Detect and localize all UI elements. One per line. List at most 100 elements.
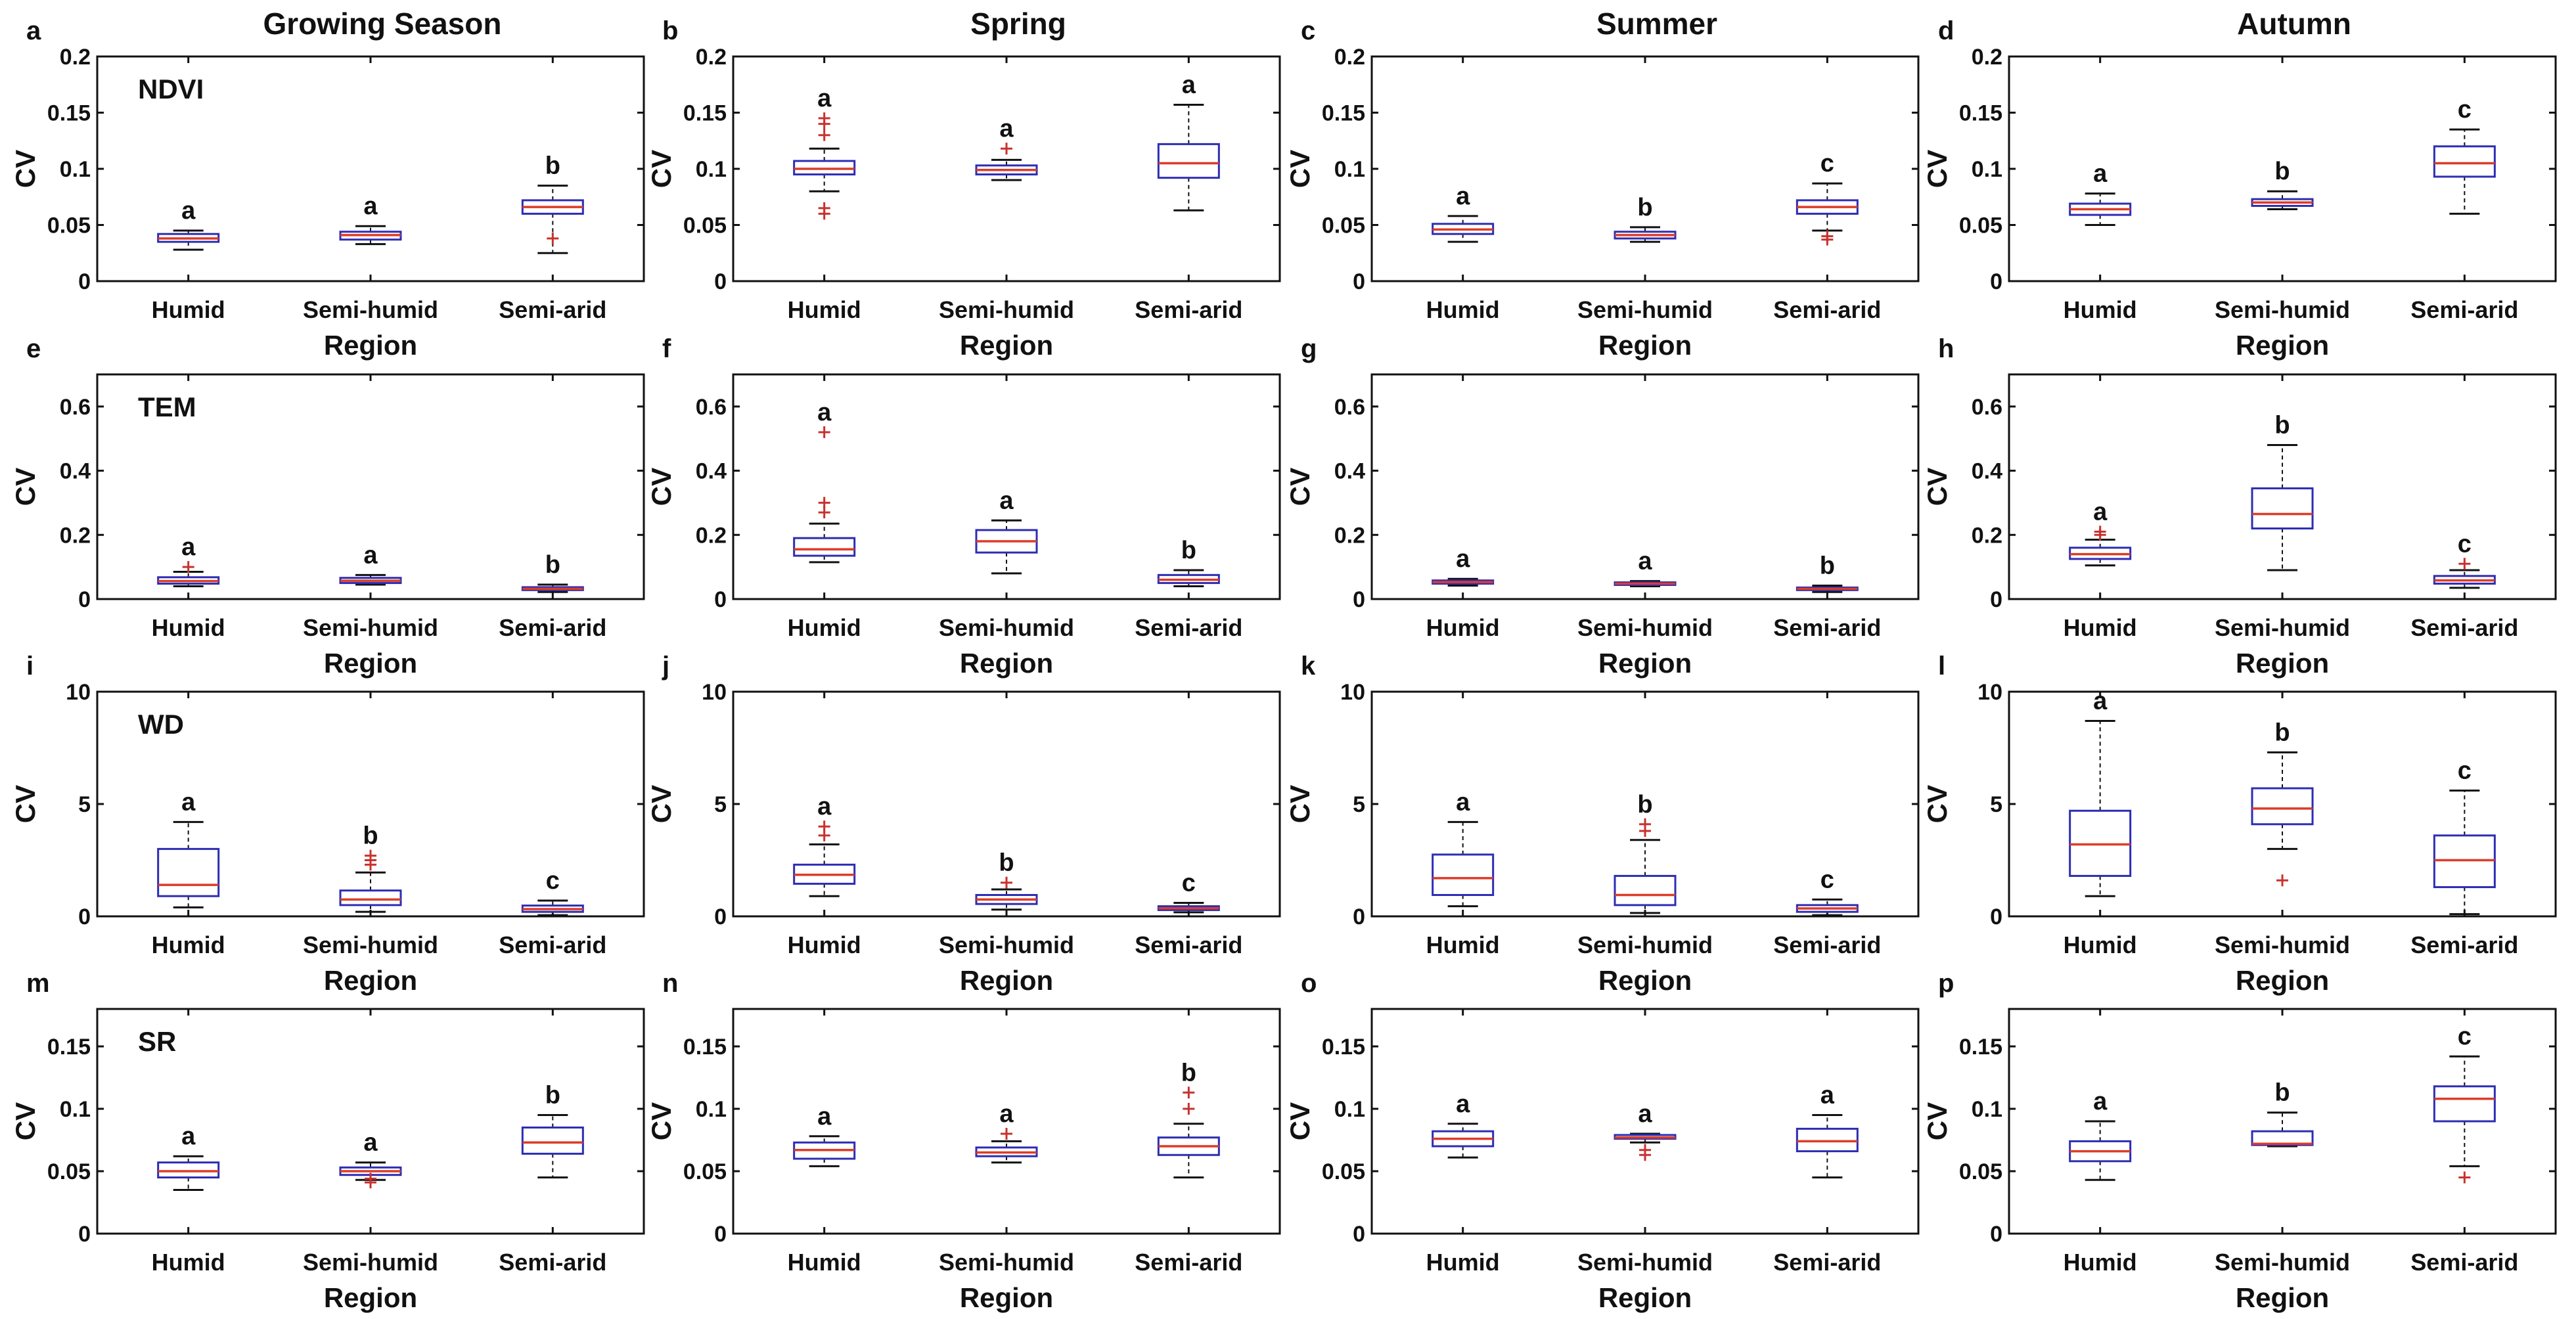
y-axis-label: CV (1284, 1102, 1315, 1140)
outlier-marker (818, 202, 830, 214)
x-tick-label: Humid (2064, 614, 2137, 641)
y-axis-label: CV (1284, 785, 1315, 823)
panel-c: c 0 0.05 0.1 0.15 0.2 CV Region Humid a Semi-humid… (1284, 16, 1920, 361)
significance-letter: c (2458, 530, 2472, 558)
x-tick-label: Humid (2064, 1249, 2137, 1276)
outlier-marker (1183, 1086, 1195, 1099)
significance-letter: c (2458, 757, 2472, 784)
y-tick-label: 0.15 (1322, 1035, 1365, 1060)
x-tick-label: Humid (788, 931, 861, 958)
x-axis-label: Region (1598, 1282, 1692, 1313)
y-tick-label: 0 (1990, 905, 2002, 929)
outlier-marker (818, 426, 830, 438)
outlier-marker (1639, 1144, 1651, 1156)
y-tick-label: 0.15 (47, 1035, 91, 1060)
y-tick-label: 0.1 (1972, 1097, 2002, 1122)
y-axis-label: CV (646, 1102, 677, 1140)
y-tick-label: 0 (78, 269, 91, 294)
x-tick-label: Semi-arid (1773, 931, 1881, 958)
x-tick-label: Semi-humid (303, 931, 438, 958)
y-tick-label: 0.05 (683, 213, 727, 238)
box-body (1796, 1127, 1859, 1153)
box-body (2251, 787, 2314, 826)
panel-letter: f (662, 334, 671, 363)
y-tick-label: 0.15 (683, 101, 727, 126)
y-tick-label: 10 (1340, 680, 1365, 705)
y-tick-label: 0.1 (696, 1097, 727, 1122)
x-axis-label: Region (2236, 330, 2329, 361)
y-axis-label: CV (1922, 1102, 1953, 1140)
panel-letter: k (1301, 652, 1316, 681)
y-tick-label: 5 (1353, 792, 1365, 817)
x-axis-label: Region (324, 965, 417, 996)
panel-p: p 0 0.05 0.1 0.15 CV Region Humid a Semi-humid b Se… (1922, 969, 2557, 1313)
x-axis-label: Region (960, 330, 1053, 361)
y-tick-label: 0.6 (1334, 395, 1365, 420)
y-axis-label: CV (1284, 150, 1315, 188)
row-label-sr: SR (138, 1026, 176, 1057)
significance-letter: b (2274, 411, 2290, 439)
significance-letter: b (545, 1082, 560, 1109)
panel-letter: i (26, 652, 34, 681)
panel-letter: d (1938, 16, 1954, 45)
panel-letter: l (1938, 652, 1945, 681)
panel-letter: j (662, 652, 669, 681)
y-axis-label: CV (1922, 785, 1953, 823)
y-tick-label: 0 (78, 1222, 91, 1247)
x-axis-label: Region (960, 965, 1053, 996)
column-title-autumn: Autumn (2237, 7, 2351, 41)
x-axis-label: Region (1598, 965, 1692, 996)
outlier-marker (2458, 1171, 2471, 1184)
significance-letter: b (1637, 791, 1652, 818)
significance-letter: b (1181, 537, 1196, 564)
x-tick-label: Semi-humid (2215, 1249, 2350, 1276)
y-tick-label: 0.6 (60, 395, 91, 420)
y-tick-label: 5 (78, 792, 91, 817)
y-tick-label: 0.05 (47, 213, 91, 238)
significance-letter: a (2093, 687, 2108, 715)
row-label-tem: TEM (138, 391, 196, 422)
outlier-marker (2458, 558, 2471, 570)
y-tick-label: 0.6 (696, 395, 727, 420)
x-tick-label: Semi-arid (2410, 296, 2518, 323)
outlier-marker (1001, 1128, 1012, 1140)
y-tick-label: 0.05 (1959, 213, 2002, 238)
panel-l: l 0 5 10 CV Region Humid a Semi-humid b Semi-arid c (1922, 652, 2557, 996)
panel-i: i 0 5 10 CV Region Humid a Semi-humid b Semi-arid c (10, 652, 645, 996)
significance-letter: b (2274, 158, 2290, 185)
x-axis-label: Region (324, 330, 417, 361)
significance-letter: b (363, 822, 378, 850)
y-tick-label: 0 (1990, 269, 2002, 294)
box-body (157, 847, 220, 897)
box-body (157, 1161, 220, 1178)
outlier-marker (2094, 525, 2106, 538)
y-tick-label: 0.15 (1959, 1035, 2002, 1060)
y-tick-label: 0.05 (1322, 1159, 1365, 1184)
outlier-marker (365, 849, 376, 862)
x-tick-label: Semi-humid (939, 1249, 1074, 1276)
y-tick-label: 5 (714, 792, 727, 817)
y-axis-label: CV (10, 1102, 41, 1140)
significance-letter: a (363, 192, 378, 220)
significance-letter: a (181, 533, 196, 561)
y-tick-label: 0 (1353, 269, 1365, 294)
significance-letter: a (1456, 545, 1470, 573)
panel-letter: a (26, 16, 41, 45)
x-tick-label: Humid (788, 614, 861, 641)
outlier-marker (1183, 1103, 1195, 1115)
significance-letter: a (181, 197, 196, 225)
panel-f: f 0 0.2 0.4 0.6 CV Region Humid a Semi-humid a Semi… (646, 334, 1281, 679)
significance-letter: a (2093, 1088, 2108, 1115)
y-tick-label: 0.2 (1972, 45, 2002, 70)
y-tick-label: 0.05 (47, 1159, 91, 1184)
significance-letter: a (363, 1129, 378, 1157)
x-tick-label: Semi-humid (2215, 931, 2350, 958)
box-body (1432, 853, 1495, 897)
x-tick-label: Humid (788, 1249, 861, 1276)
y-tick-label: 0.4 (1972, 459, 2002, 484)
y-axis-label: CV (1284, 468, 1315, 506)
column-title-spring: Spring (970, 7, 1066, 41)
significance-letter: a (817, 793, 832, 820)
